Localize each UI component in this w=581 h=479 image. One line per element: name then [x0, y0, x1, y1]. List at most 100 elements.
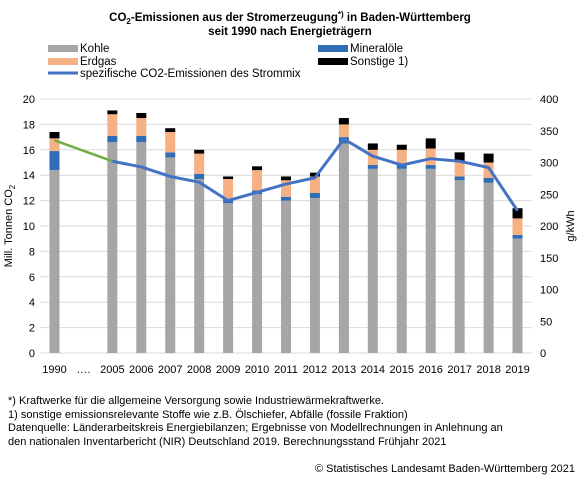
source-note: © Statistisches Landesamt Baden-Württemb…	[314, 463, 575, 475]
bar-sonstige-1	[425, 138, 436, 149]
bar-sonstige-1	[512, 208, 523, 219]
bar-sonstige-1	[194, 149, 205, 154]
bar-sonstige-1	[223, 176, 234, 180]
x-tick-label: ….	[76, 364, 90, 376]
x-tick-label: 2006	[129, 364, 153, 376]
x-tick-label: 2015	[390, 364, 414, 376]
y-tick-label-right: 200	[540, 221, 558, 233]
x-tick-label: 2013	[332, 364, 356, 376]
bar-mineralöle	[512, 234, 523, 239]
y-axis-right: 0 50 100 150 200 250 300 350 400	[540, 94, 558, 360]
x-tick-label: 2005	[100, 364, 124, 376]
bar-sonstige-1	[454, 152, 465, 162]
y-tick-label-left: 18	[23, 119, 35, 131]
x-tick-label: 2011	[274, 364, 298, 376]
bar-mineralöle	[165, 152, 176, 158]
x-tick-label: 2009	[216, 364, 240, 376]
y-tick-label-right: 400	[540, 94, 558, 106]
chart-title-line1: CO2-Emissionen aus der Stromerzeugung*) …	[109, 10, 471, 26]
legend: Kohle Erdgas spezifische CO2-Emissionen …	[48, 43, 408, 80]
y-tick-label-left: 6	[29, 272, 35, 284]
bar-kohle	[165, 157, 176, 353]
legend-label-line: spezifische CO2-Emissionen des Strommix	[80, 68, 301, 80]
bar-mineralöle	[309, 192, 320, 199]
footnote-line: *) Kraftwerke für die allgemeine Versorg…	[8, 395, 384, 407]
bar-sonstige-1	[107, 110, 118, 115]
bar-sonstige-1	[252, 166, 263, 171]
bar-sonstige-1	[281, 176, 291, 181]
bar-sonstige-1	[136, 112, 147, 119]
y-tick-label-left: 14	[23, 170, 35, 182]
y-axis-left-title: Mill. Tonnen CO2	[3, 184, 17, 267]
bar-erdgas	[309, 176, 320, 193]
y-tick-label-left: 2	[29, 323, 35, 335]
line-spezifische-co2-emissionen	[112, 137, 519, 212]
footnotes: *) Kraftwerke für die allgemeine Versorg…	[8, 395, 578, 449]
bar-sonstige-1	[49, 132, 60, 139]
bar-erdgas	[252, 170, 263, 191]
bars	[49, 110, 523, 353]
y-tick-label-left: 20	[23, 94, 35, 106]
y-tick-label-left: 16	[23, 145, 35, 157]
y-tick-label-right: 0	[540, 348, 546, 360]
legend-label-kohle: Kohle	[80, 43, 109, 55]
bar-kohle	[483, 182, 494, 353]
bar-sonstige-1	[396, 144, 407, 150]
bar-erdgas	[194, 153, 205, 174]
bar-kohle	[512, 238, 523, 353]
y-tick-label-left: 8	[29, 246, 35, 258]
y-tick-label-right: 50	[540, 316, 552, 328]
bar-erdgas	[425, 148, 436, 166]
x-tick-label: 2016	[418, 364, 442, 376]
bar-sonstige-1	[367, 143, 378, 150]
y-tick-label-right: 250	[540, 189, 558, 201]
bar-kohle	[194, 179, 205, 353]
bar-kohle	[252, 194, 263, 353]
bar-erdgas	[338, 124, 349, 138]
bar-erdgas	[49, 138, 60, 152]
x-tick-label: 2007	[158, 364, 182, 376]
bar-kohle	[223, 203, 234, 353]
bar-mineralöle	[49, 151, 60, 171]
y-axis-right-title: g/kWh	[565, 210, 577, 241]
legend-swatch-erdgas	[48, 58, 78, 65]
legend-swatch-kohle	[48, 45, 78, 52]
bar-kohle	[367, 168, 378, 353]
bar-kohle	[309, 198, 320, 353]
bar-sonstige-1	[483, 153, 494, 163]
bar-mineralöle	[454, 176, 465, 181]
legend-swatch-sonstige	[318, 58, 348, 65]
y-tick-label-right: 350	[540, 126, 558, 138]
bar-sonstige-1	[338, 118, 349, 125]
y-tick-label-left: 0	[29, 348, 35, 360]
chart: CO2-Emissionen aus der Stromerzeugung*) …	[3, 10, 577, 376]
bar-erdgas	[107, 114, 118, 136]
footnote-line: Datenquelle: Länderarbeitskreis Energieb…	[8, 422, 503, 434]
bar-kohle	[425, 168, 436, 353]
bar-mineralöle	[425, 165, 436, 169]
bar-mineralöle	[136, 135, 147, 143]
legend-swatch-mineraloele	[318, 45, 348, 52]
bar-kohle	[396, 168, 407, 353]
bar-kohle	[454, 180, 465, 353]
x-tick-label: 2008	[187, 364, 211, 376]
y-tick-label-left: 10	[23, 221, 35, 233]
y-tick-label-left: 4	[29, 297, 35, 309]
bar-sonstige-1	[309, 172, 320, 177]
bar-mineralöle	[367, 165, 378, 169]
footnote-line: den nationalen Inventarbericht (NIR) Deu…	[8, 435, 447, 448]
bar-mineralöle	[107, 135, 118, 143]
bar-kohle	[338, 143, 349, 353]
bar-erdgas	[512, 218, 523, 235]
y-tick-label-right: 150	[540, 253, 558, 265]
bar-erdgas	[281, 180, 291, 197]
y-tick-label-right: 100	[540, 285, 558, 297]
bar-erdgas	[396, 149, 407, 166]
footnote-line: 1) sonstige emissionsrelevante Stoffe wi…	[8, 408, 408, 421]
bar-kohle	[107, 142, 118, 353]
y-axis-left: 0 2 4 6 8 10 12 14 16 18 20	[23, 94, 35, 360]
x-tick-label: 2019	[505, 364, 529, 376]
bar-sonstige-1	[165, 128, 176, 133]
x-tick-label: 1990	[42, 364, 66, 376]
x-axis: 1990 …. 2005 2006 2007 2008 2009 2010 2011 2012 20…	[42, 364, 530, 376]
